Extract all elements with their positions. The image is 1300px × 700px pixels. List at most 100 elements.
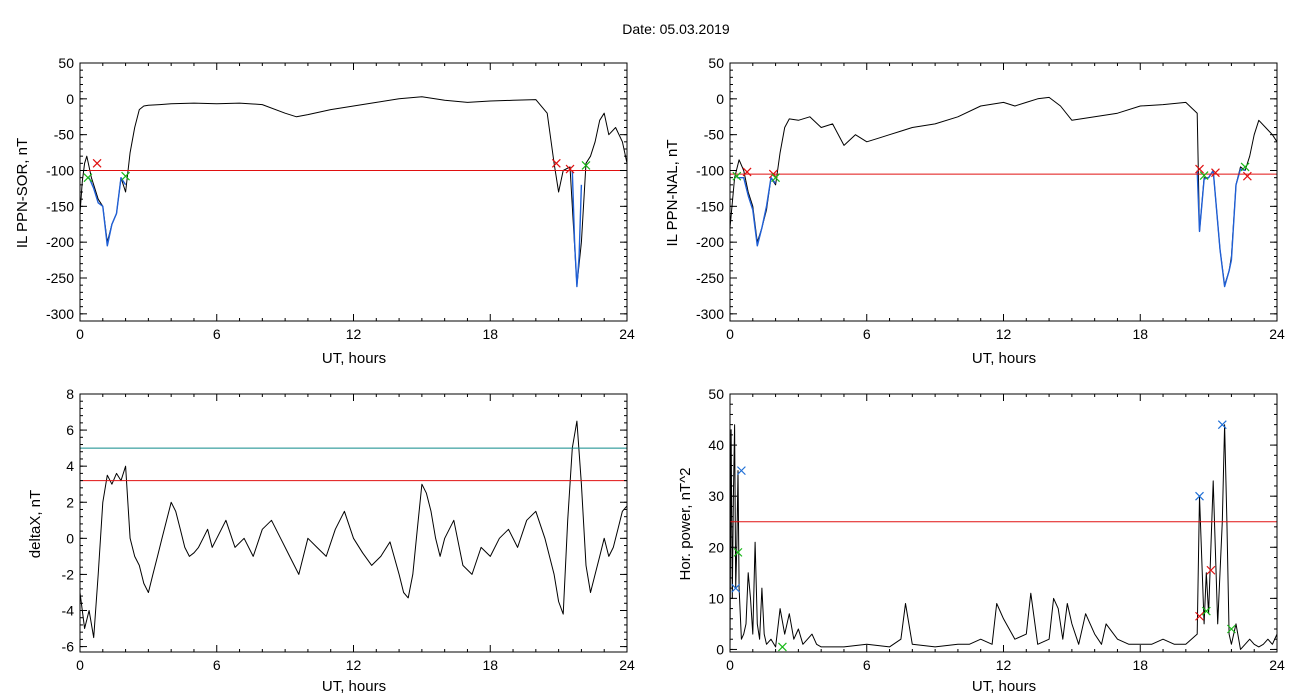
end-marker-7 xyxy=(1240,162,1250,172)
x-tick-label: 12 xyxy=(996,657,1012,673)
y-tick-label: 50 xyxy=(58,55,74,71)
y-tick-label: 4 xyxy=(66,458,74,474)
end-marker-0 xyxy=(83,173,93,183)
panel-power: 0 6 12 18 24 0 10 20 30 40 50 UT, hours Hor. power… xyxy=(677,386,1285,695)
end-marker-6 xyxy=(1201,606,1211,616)
x-tick-label: 0 xyxy=(726,657,734,673)
y-tick-label: 50 xyxy=(708,55,724,71)
end-marker-5 xyxy=(1199,171,1209,180)
onset-marker-5 xyxy=(1195,611,1204,621)
y-tick-label: -6 xyxy=(62,639,75,655)
onset-marker-6 xyxy=(1211,168,1220,178)
y-tick-label: -300 xyxy=(46,306,74,322)
onset-marker-4 xyxy=(565,164,575,174)
y-tick-label: 0 xyxy=(716,641,724,657)
onset-marker-1 xyxy=(742,167,752,177)
x-tick-label: 18 xyxy=(1132,326,1148,342)
trace-line-0 xyxy=(80,420,627,639)
panel-nal: 0 6 12 18 24 -300 -250 -200 -150 -100 -50 0 50 UT, h… xyxy=(664,55,1285,367)
end-marker-2 xyxy=(121,171,131,181)
x-axis-label: UT, hours xyxy=(972,678,1036,695)
y-tick-label: 10 xyxy=(708,590,724,606)
plot-area: 0 6 12 18 24 0 10 20 30 40 50 xyxy=(708,386,1285,673)
y-tick-label: 50 xyxy=(708,386,724,402)
onset-marker-8 xyxy=(1242,171,1252,181)
y-tick-label: -50 xyxy=(54,127,74,143)
peak-marker-0 xyxy=(731,583,741,593)
x-tick-label: 24 xyxy=(619,326,635,342)
y-tick-label: 40 xyxy=(708,437,724,453)
x-axis-label: UT, hours xyxy=(972,350,1036,367)
panel-sor: 0 6 12 18 24 -300 -250 -200 -150 -100 -50 0 50 UT, h… xyxy=(14,55,635,367)
peak-marker-8 xyxy=(1217,420,1227,430)
substorm-line-1 xyxy=(88,176,127,247)
x-tick-label: 24 xyxy=(619,657,635,673)
x-tick-label: 24 xyxy=(1269,657,1285,673)
plot-frame xyxy=(79,62,628,322)
trace-line-0 xyxy=(730,424,1277,650)
y-tick-label: 8 xyxy=(66,386,74,402)
x-tick-label: 24 xyxy=(1269,326,1285,342)
y-tick-label: -250 xyxy=(696,270,724,286)
y-tick-label: -100 xyxy=(696,163,724,179)
end-marker-3 xyxy=(771,173,781,183)
end-marker-3 xyxy=(777,642,787,652)
y-tick-label: -200 xyxy=(46,234,74,250)
x-tick-label: 0 xyxy=(726,326,734,342)
onset-marker-7 xyxy=(1206,565,1216,575)
y-axis-label: deltaX, nT xyxy=(27,490,44,558)
y-tick-label: -300 xyxy=(696,306,724,322)
end-marker-9 xyxy=(1226,624,1236,634)
date-label: Date: 05.03.2019 xyxy=(622,21,730,37)
x-tick-label: 0 xyxy=(76,657,84,673)
plot-area: 0 6 12 18 24 -300 -250 -200 -150 -100 -50 0 50 xyxy=(696,55,1285,342)
y-tick-label: -150 xyxy=(696,198,724,214)
y-axis-label: IL PPN-NAL, nT xyxy=(664,140,681,247)
y-tick-label: -200 xyxy=(696,234,724,250)
y-tick-label: 0 xyxy=(66,91,74,107)
y-tick-label: -150 xyxy=(46,198,74,214)
trace-line-0 xyxy=(80,96,627,286)
plot-frame xyxy=(729,393,1278,653)
x-tick-label: 12 xyxy=(346,326,362,342)
substorm-line-2 xyxy=(1196,168,1246,288)
plot-area: 0 6 12 18 24 -300 -250 -200 -150 -100 -50 0 50 xyxy=(46,55,635,342)
plot-marks xyxy=(730,96,1277,288)
x-axis-label: UT, hours xyxy=(322,678,386,695)
substorm-line-1 xyxy=(736,176,777,247)
y-tick-label: -2 xyxy=(62,566,75,582)
y-tick-label: 0 xyxy=(66,530,74,546)
y-axis-label: IL PPN-SOR, nT xyxy=(14,138,31,248)
end-marker-5 xyxy=(581,161,591,170)
peak-marker-4 xyxy=(1195,491,1204,501)
x-tick-label: 6 xyxy=(213,657,221,673)
y-axis-label: Hor. power, nT^2 xyxy=(677,468,694,581)
x-tick-label: 12 xyxy=(996,326,1012,342)
x-tick-label: 12 xyxy=(346,657,362,673)
y-tick-label: 20 xyxy=(708,539,724,555)
x-tick-label: 0 xyxy=(76,326,84,342)
peak-marker-1 xyxy=(736,466,746,476)
trace-line-0 xyxy=(730,96,1277,286)
y-tick-label: -50 xyxy=(704,127,724,143)
y-tick-label: 6 xyxy=(66,422,74,438)
x-axis-label: UT, hours xyxy=(322,350,386,367)
plot-frame xyxy=(79,393,628,653)
x-tick-label: 18 xyxy=(482,657,498,673)
end-marker-0 xyxy=(732,171,742,181)
onset-marker-4 xyxy=(1195,164,1204,174)
x-tick-label: 18 xyxy=(482,326,498,342)
plot-frame xyxy=(729,62,1278,322)
x-tick-label: 6 xyxy=(213,326,221,342)
y-tick-label: 30 xyxy=(708,488,724,504)
x-tick-label: 18 xyxy=(1132,657,1148,673)
plot-marks xyxy=(730,424,1277,650)
onset-marker-3 xyxy=(551,158,561,168)
substorm-line-2 xyxy=(571,170,583,288)
end-marker-2 xyxy=(733,547,743,557)
plot-marks xyxy=(80,420,627,639)
y-tick-label: -100 xyxy=(46,163,74,179)
